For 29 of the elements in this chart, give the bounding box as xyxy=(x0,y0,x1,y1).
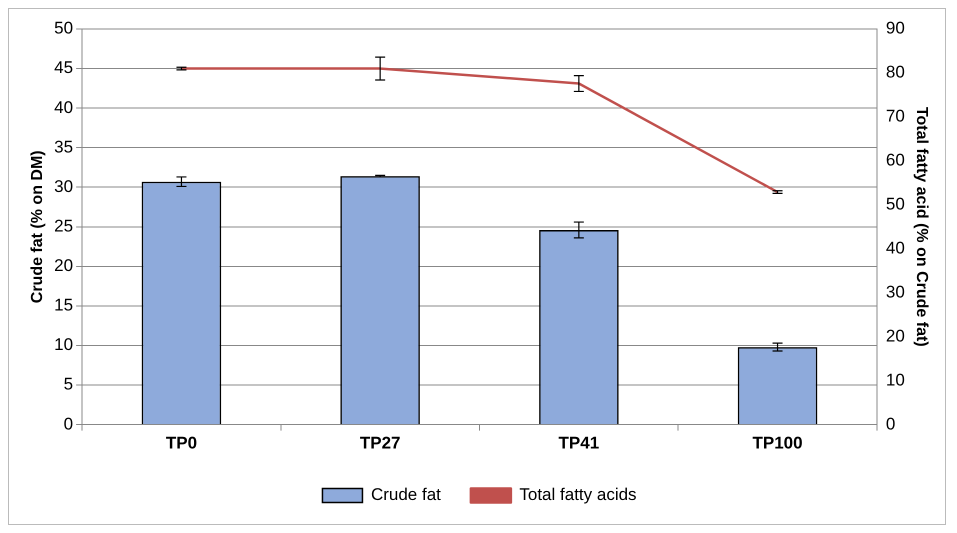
x-tick-label: TP41 xyxy=(558,433,600,452)
y2-tick-label: 40 xyxy=(886,238,905,258)
legend-label: Crude fat xyxy=(370,485,442,504)
y2-tick-label: 90 xyxy=(886,18,905,38)
y-tick-label: 50 xyxy=(54,18,74,38)
y-tick-label: 35 xyxy=(54,137,74,156)
y-tick-label: 25 xyxy=(54,216,74,236)
y2-tick-label: 0 xyxy=(886,414,896,434)
y-tick-label: 30 xyxy=(54,176,74,196)
y2-tick-label: 70 xyxy=(886,106,905,126)
y-tick-label: 15 xyxy=(54,296,74,315)
y2-tick-label: 30 xyxy=(886,282,905,302)
y-tick-label: 5 xyxy=(64,374,74,394)
y2-tick-label: 20 xyxy=(886,326,905,346)
y-tick-label: 20 xyxy=(54,256,74,276)
y-tick-label: 10 xyxy=(54,335,74,354)
x-tick-label: TP100 xyxy=(752,433,803,452)
y2-tick-label: 60 xyxy=(886,150,905,170)
y-tick-label: 45 xyxy=(54,58,74,78)
y-axis-title: Crude fat (% on DM) xyxy=(29,150,46,304)
y-tick-label: 0 xyxy=(64,414,74,434)
y2-tick-label: 50 xyxy=(886,194,905,214)
y-tick-label: 40 xyxy=(54,98,74,117)
y2-axis-title: Total fatty acid (% on Crude fat) xyxy=(912,106,930,347)
legend-label: Total fatty acids xyxy=(519,485,637,504)
y2-tick-label: 10 xyxy=(886,370,905,390)
y2-tick-label: 80 xyxy=(886,62,905,82)
x-tick-label: TP0 xyxy=(166,433,198,452)
x-tick-label: TP27 xyxy=(360,433,400,452)
